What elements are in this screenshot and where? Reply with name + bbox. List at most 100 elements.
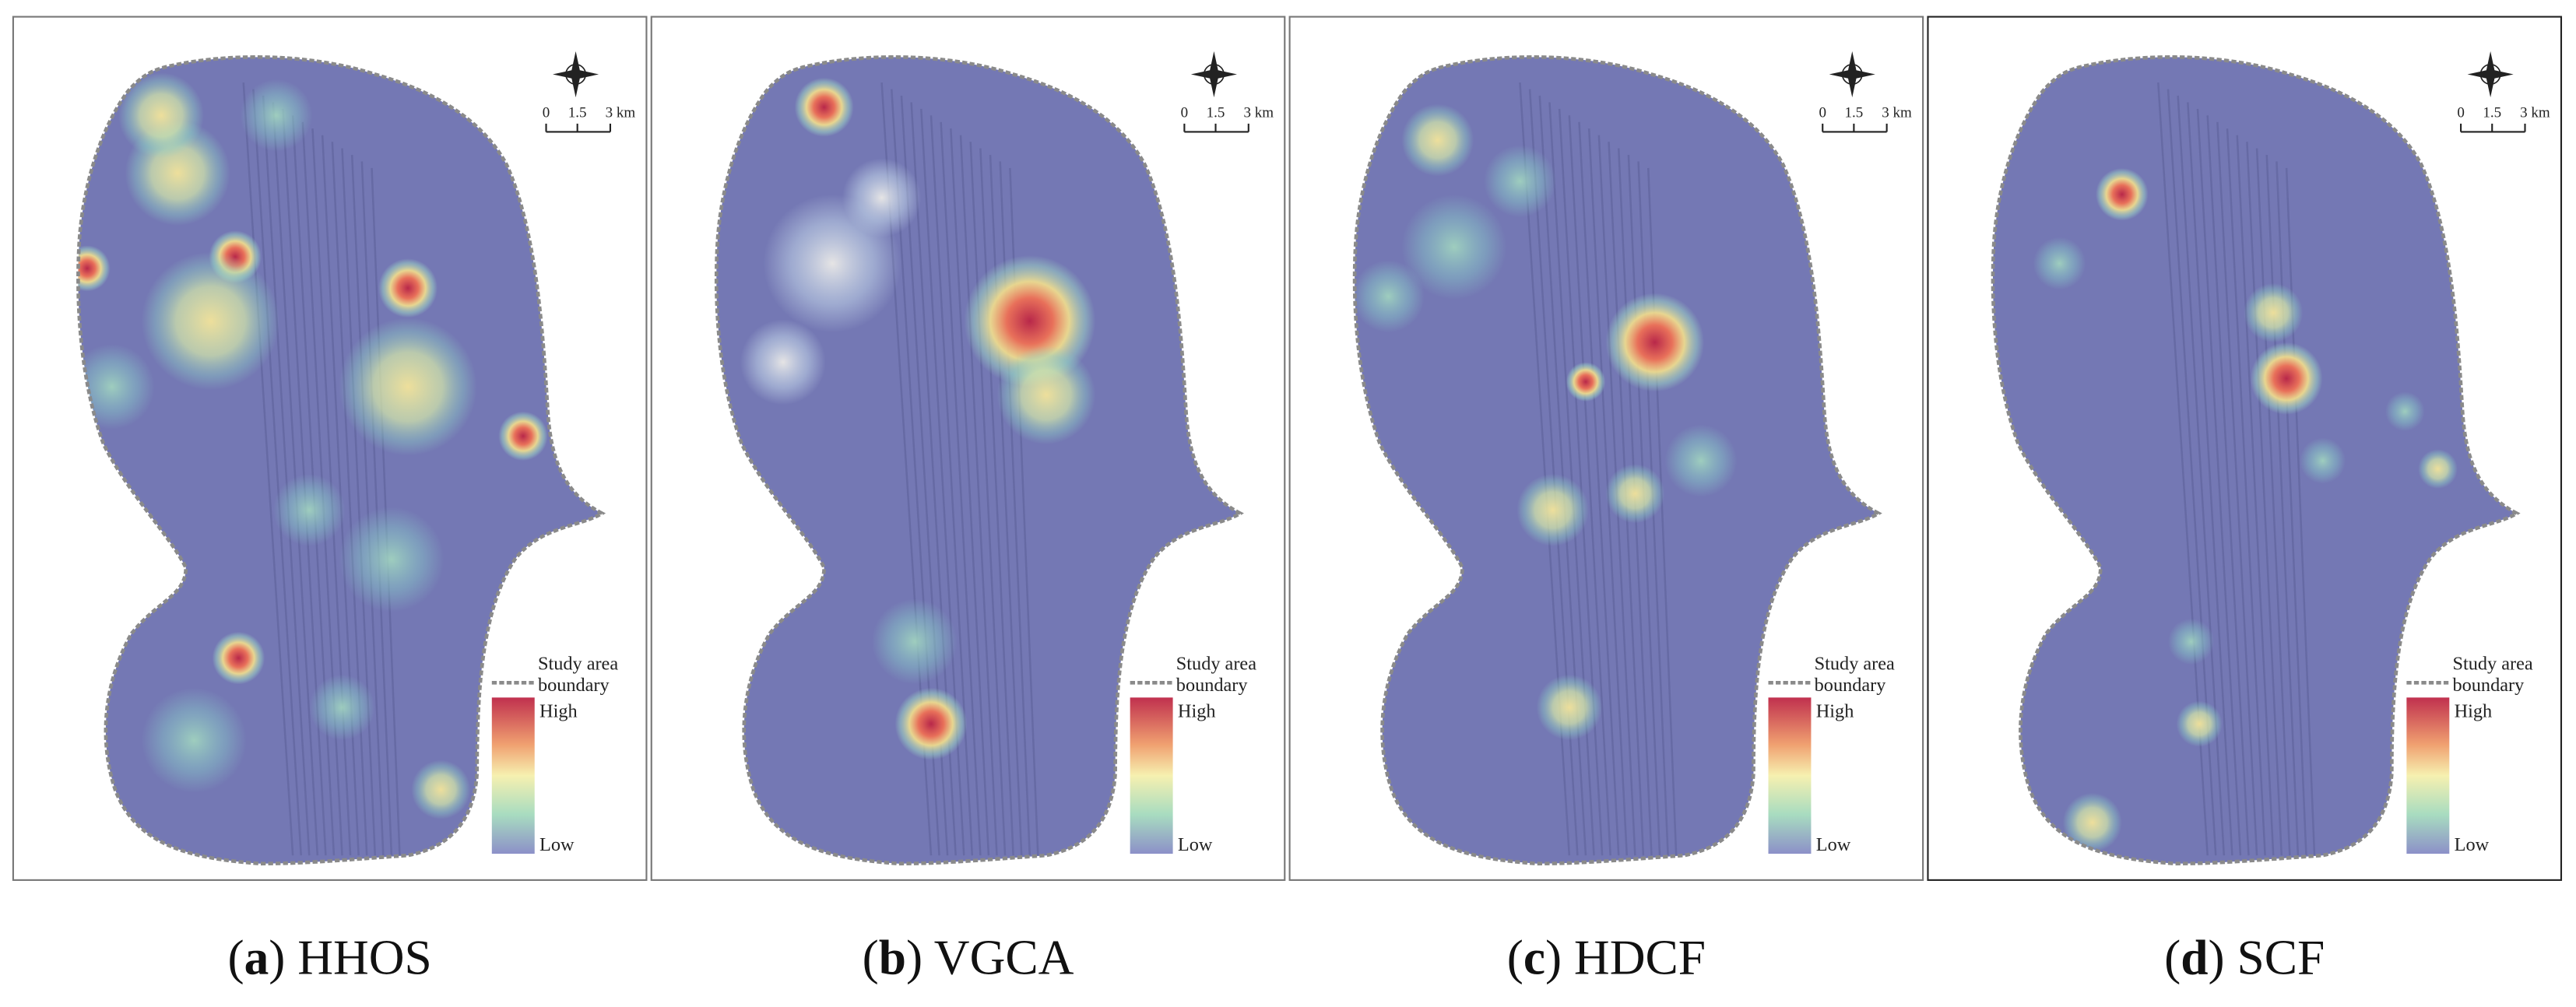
caption-letter: b (879, 930, 906, 984)
scale-label: 0 (1819, 104, 1826, 121)
scale-label: 3 km (1882, 104, 1912, 121)
caption: (d) SCF (2164, 930, 2325, 984)
hotspot (1536, 674, 1603, 741)
compass-ring (2479, 63, 2501, 86)
scale-label: 1.5 (1845, 104, 1864, 121)
hotspot (1516, 473, 1590, 546)
scale-label: 1.5 (1207, 104, 1225, 121)
terrain-ridge (1646, 167, 1678, 856)
legend-high: High (2455, 701, 2493, 722)
scale-label: 0 (1181, 104, 1188, 121)
terrain-ridge (2226, 128, 2266, 856)
caption-name: ) SCF (2209, 930, 2325, 984)
hotspot (1664, 424, 1738, 497)
terrain-ridge (2255, 148, 2291, 856)
scale-label: 3 km (1243, 104, 1274, 121)
caption-letter: c (1523, 930, 1545, 984)
terrain-ridge (940, 121, 982, 856)
hotspot (2095, 167, 2149, 221)
hotspot (2300, 437, 2346, 484)
hotspot (2244, 282, 2304, 342)
hotspot (411, 760, 471, 819)
hotspot (2384, 391, 2425, 432)
hotspot (240, 79, 313, 152)
compass-ring (565, 63, 587, 86)
terrain-ridge (1568, 115, 1611, 856)
hotspot (2062, 792, 2122, 852)
caption-open: ( (1507, 930, 1523, 984)
legend-label: boundary (1176, 675, 1249, 696)
caption-name: ) HHOS (269, 930, 432, 984)
north-arrow (1190, 51, 1237, 98)
hotspot (996, 346, 1096, 444)
legend-low: Low (2455, 834, 2490, 855)
terrain-ridge (2246, 142, 2283, 856)
caption-letter: a (244, 930, 269, 984)
hotspot (309, 674, 375, 741)
hotspot (2176, 700, 2223, 747)
hotspot (141, 251, 280, 391)
terrain-ridge (959, 135, 998, 856)
legend-low: Low (539, 834, 575, 855)
caption-open: ( (228, 930, 244, 984)
hotspot (1355, 260, 1425, 333)
legend-label: Study area (1176, 653, 1256, 674)
hotspot (118, 72, 205, 159)
terrain-ridge (2265, 154, 2300, 856)
hotspot (1401, 104, 1474, 177)
terrain-ridge (2187, 102, 2233, 856)
legend-label: Study area (1815, 653, 1895, 674)
legend-label: boundary (1815, 675, 1887, 696)
scale-label: 3 km (606, 104, 636, 121)
compass-star (2467, 51, 2514, 98)
hotspot (1483, 145, 1556, 218)
caption-open: ( (863, 930, 879, 984)
legend-high: High (1816, 701, 1854, 722)
hotspots (2033, 82, 2458, 856)
terrain-ridge (1558, 108, 1604, 856)
hotspot (378, 258, 438, 318)
hotspot (1566, 362, 1606, 402)
compass-star (1190, 51, 1237, 98)
hotspot (740, 319, 826, 405)
scale-label: 0 (2457, 104, 2465, 121)
legend-label: boundary (2453, 675, 2525, 696)
caption-letter: d (2181, 930, 2208, 984)
terrain-ridge (2196, 108, 2242, 856)
terrain-ridge (2236, 135, 2275, 856)
legend-label: Study area (2453, 653, 2533, 674)
hotspots (1355, 82, 1738, 856)
legend-high: High (1178, 701, 1216, 722)
legend-low: Low (1816, 834, 1851, 855)
hotspot (2418, 449, 2458, 489)
terrain-ridge (1578, 121, 1620, 856)
terrain-ridge (360, 161, 393, 856)
compass-ring (1841, 63, 1863, 86)
hotspot (2250, 342, 2323, 415)
terrain-ridge (2276, 161, 2307, 856)
terrain-ridge (2216, 121, 2258, 856)
scale-label: 0 (543, 104, 550, 121)
scale-label: 3 km (2520, 104, 2550, 121)
terrain-ridge (341, 148, 377, 856)
legend-low: Low (1178, 834, 1213, 855)
color-ramp (1768, 697, 1812, 854)
scale-label: 1.5 (2483, 104, 2501, 121)
terrain-ridge (242, 82, 294, 856)
terrain-ridge (969, 142, 1007, 856)
hotspot (272, 473, 346, 546)
hotspot (78, 245, 111, 292)
hotspots (740, 77, 1096, 856)
terrain-ridge (2206, 115, 2250, 856)
caption-open: ( (2164, 930, 2181, 984)
hotspots (78, 72, 548, 856)
hotspot (842, 158, 922, 237)
legend-label: boundary (538, 675, 610, 696)
color-ramp (1130, 697, 1173, 854)
terrain-ridge (2285, 167, 2316, 856)
caption-name: ) VGCA (906, 930, 1074, 984)
caption: (b) VGCA (863, 930, 1074, 984)
